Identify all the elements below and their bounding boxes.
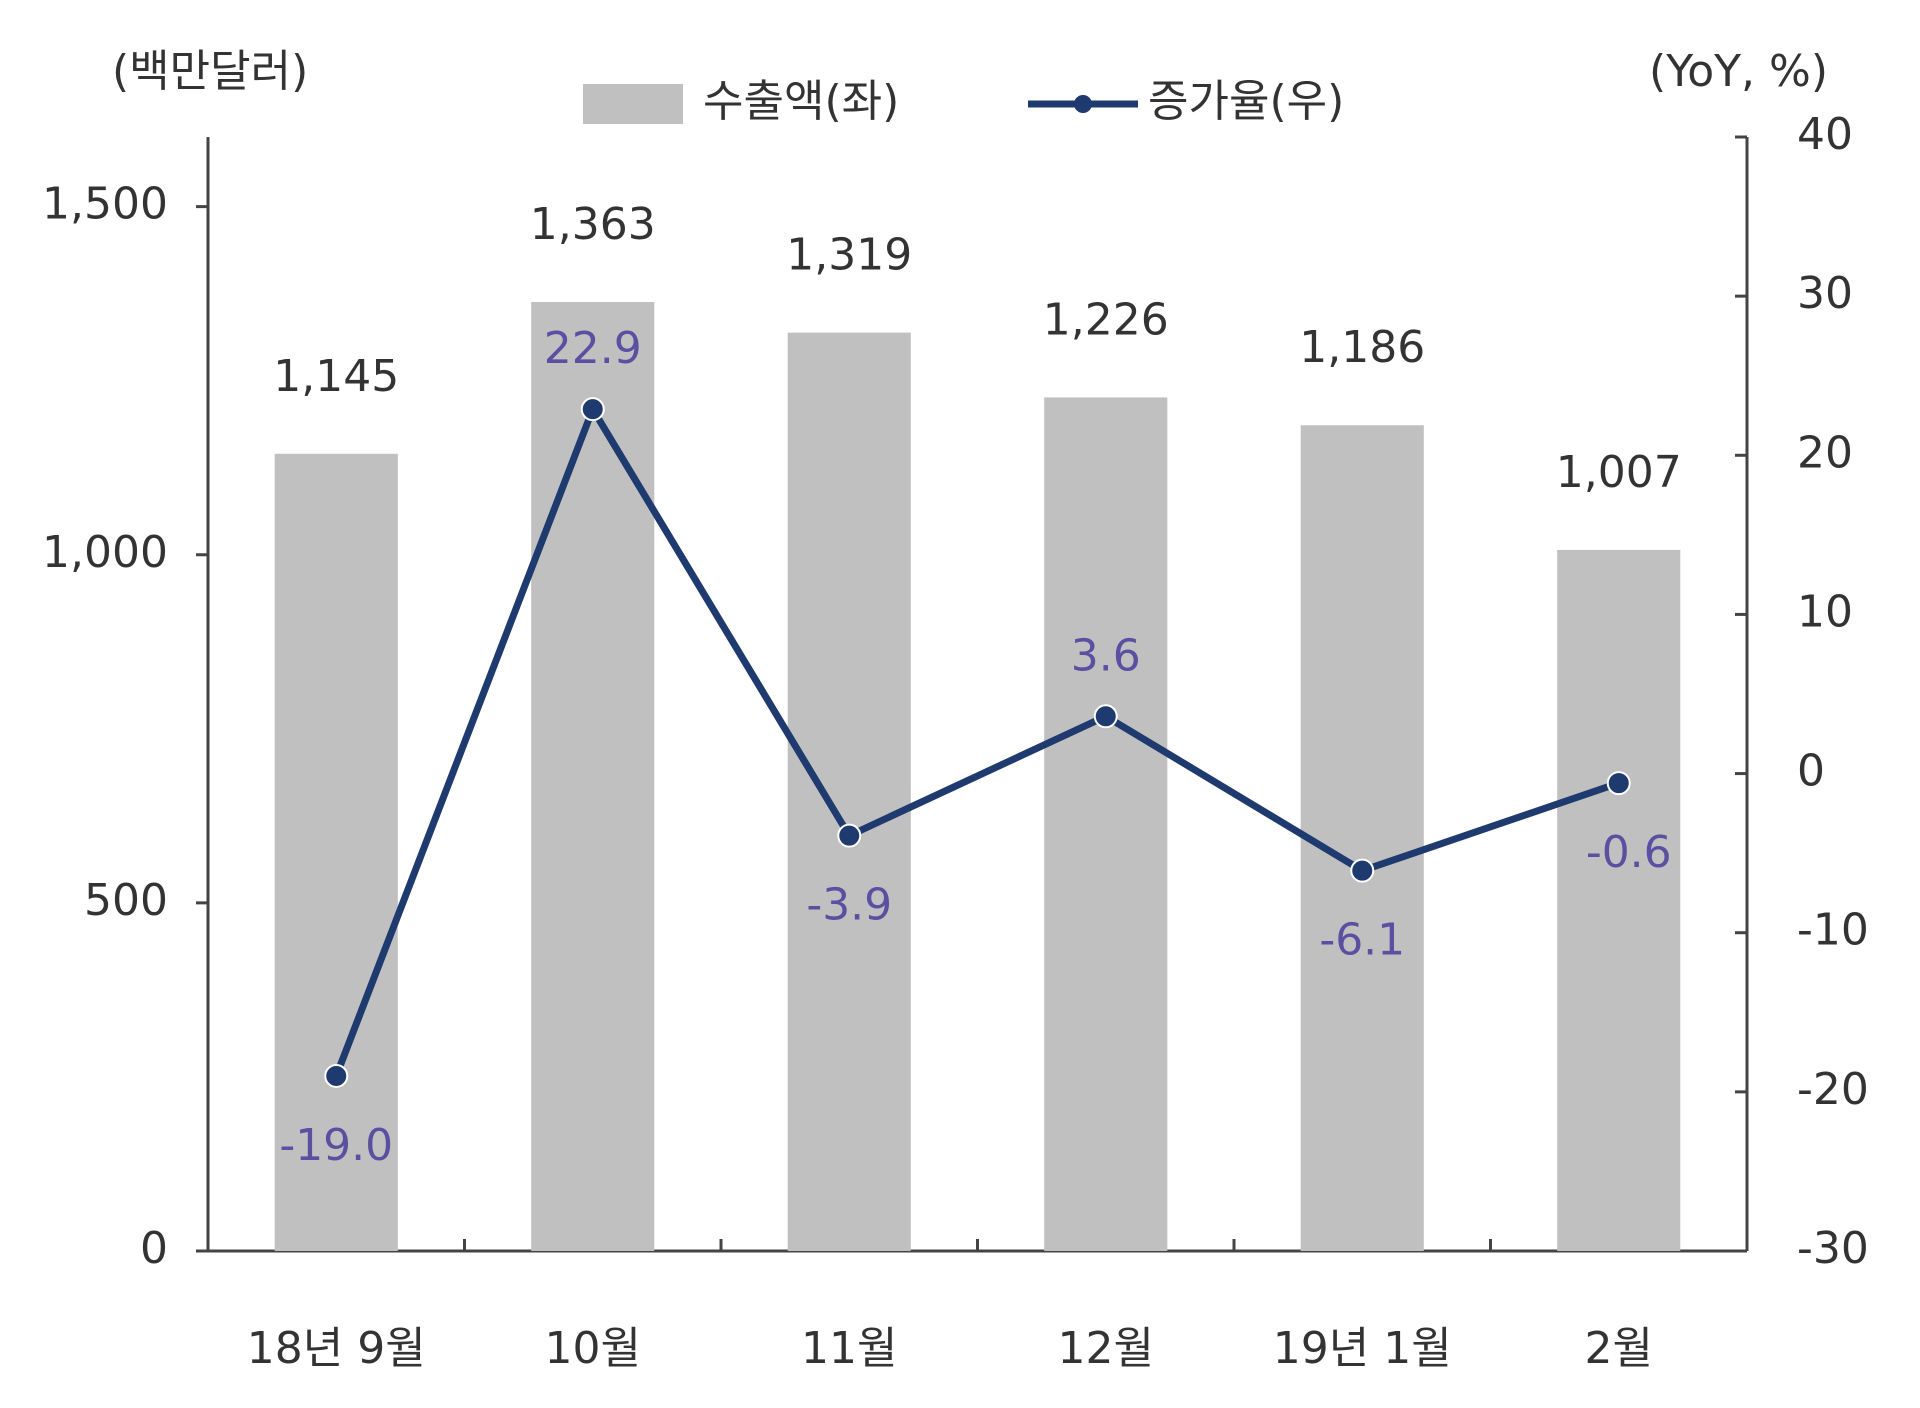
y2-tick-label: -20 (1797, 1064, 1869, 1115)
bar (787, 332, 911, 1251)
line-point (1350, 858, 1375, 883)
bar-value-label: 1,363 (530, 199, 656, 250)
line-value-label: 22.9 (544, 323, 642, 374)
y2-tick-label: 30 (1797, 268, 1853, 319)
y-tick-label: 0 (140, 1223, 168, 1274)
legend-marker (1074, 95, 1092, 113)
line-point (324, 1063, 349, 1088)
y-tick-label: 500 (84, 875, 168, 926)
y2-tick-label: 0 (1797, 746, 1825, 797)
x-tick-label: 12월 (1058, 1323, 1154, 1374)
bar-value-label: 1,145 (273, 351, 399, 402)
line-value-label: -0.6 (1586, 827, 1672, 878)
y2-tick-label: 40 (1797, 109, 1853, 160)
x-tick-label: 19년 1월 (1273, 1323, 1452, 1374)
y2-tick-label: -10 (1797, 905, 1869, 956)
bar-value-label: 1,186 (1299, 322, 1425, 373)
x-tick-label: 11월 (801, 1323, 897, 1374)
legend-swatch (583, 84, 683, 124)
y2-tick-label: 10 (1797, 586, 1853, 637)
x-tick-label: 18년 9월 (247, 1323, 426, 1374)
y2-tick-label: -30 (1797, 1223, 1869, 1274)
y-axis-unit: (백만달러) (112, 46, 308, 97)
bar (1300, 425, 1424, 1251)
bar-value-label: 1,007 (1556, 447, 1682, 498)
y-tick-label: 1,000 (42, 527, 168, 578)
line-point (1093, 704, 1118, 729)
line-value-label: -6.1 (1319, 915, 1405, 966)
bar (274, 453, 398, 1251)
line-point (580, 397, 605, 422)
y2-tick-label: 20 (1797, 427, 1853, 478)
line-value-label: -19.0 (279, 1120, 393, 1171)
line-point (837, 823, 862, 848)
line-value-label: 3.6 (1071, 630, 1141, 681)
line (332, 401, 1620, 1078)
bar (1557, 549, 1681, 1251)
bar (1044, 397, 1168, 1252)
legend-label: 증가율(우) (1148, 76, 1344, 127)
bar-value-label: 1,226 (1043, 294, 1169, 345)
bar-value-label: 1,319 (786, 230, 912, 281)
x-tick-label: 2월 (1585, 1323, 1653, 1374)
line-point (1606, 771, 1631, 796)
x-tick-label: 10월 (545, 1323, 641, 1374)
line-value-label: -3.9 (806, 880, 892, 931)
legend-label: 수출액(좌) (703, 76, 899, 127)
y2-axis-unit: (YoY, %) (1649, 46, 1828, 97)
bar (531, 302, 655, 1252)
y-tick-label: 1,500 (42, 179, 168, 230)
